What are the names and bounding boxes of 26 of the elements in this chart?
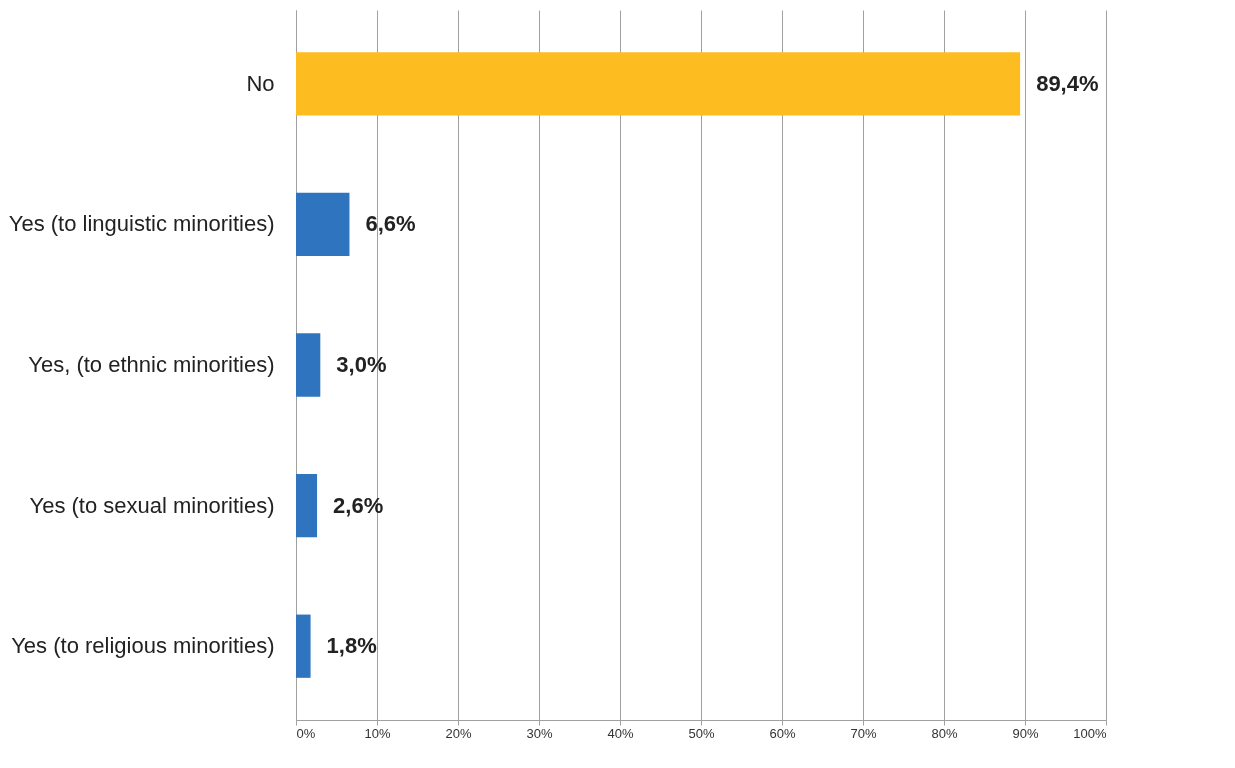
x-tick-label: 60% xyxy=(769,725,796,741)
x-tick-label: 70% xyxy=(850,725,877,741)
x-tick-label: 80% xyxy=(931,725,958,741)
x-tick-label: 10% xyxy=(364,725,391,741)
data-label: 89,4% xyxy=(1036,70,1099,96)
x-tick-label: 50% xyxy=(688,725,715,741)
bar xyxy=(296,52,1021,116)
x-tick-label: 0% xyxy=(296,725,316,741)
data-label: 6,6% xyxy=(365,211,416,237)
y-tick-label: Yes (to sexual minorities) xyxy=(29,492,275,518)
x-tick-label: 40% xyxy=(607,725,634,741)
y-tick-label: Yes (to linguistic minorities) xyxy=(8,211,275,237)
data-label: 2,6% xyxy=(333,492,384,518)
y-tick-label: No xyxy=(246,70,275,96)
bar xyxy=(296,614,311,678)
data-label: 1,8% xyxy=(326,633,377,659)
y-tick-label: Yes, (to ethnic minorities) xyxy=(28,352,275,377)
x-tick-label: 30% xyxy=(526,725,553,741)
bar xyxy=(296,333,321,397)
x-tick-label: 20% xyxy=(445,725,472,741)
y-tick-label: Yes (to religious minorities) xyxy=(11,633,275,659)
bar xyxy=(296,192,350,257)
data-label: 3,0% xyxy=(336,352,387,377)
x-tick-label: 100% xyxy=(1073,725,1107,741)
x-tick-label: 90% xyxy=(1012,725,1039,741)
bar xyxy=(296,473,318,538)
